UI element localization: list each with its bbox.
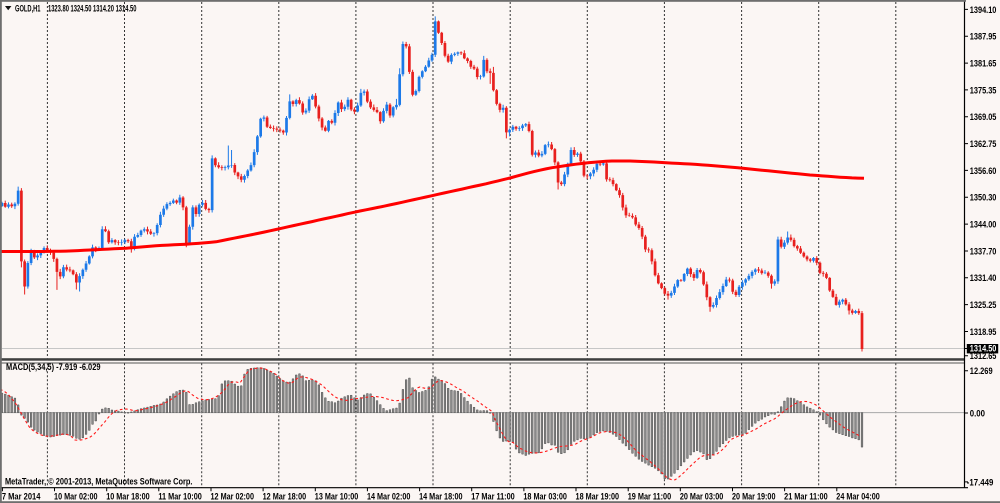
- svg-text:1331.40: 1331.40: [970, 273, 997, 283]
- svg-text:1312.65: 1312.65: [970, 351, 997, 361]
- svg-text:10 Mar 02:00: 10 Mar 02:00: [54, 491, 98, 501]
- svg-text:11 Mar 10:00: 11 Mar 10:00: [158, 491, 202, 501]
- svg-text:1350.30: 1350.30: [970, 193, 997, 203]
- svg-text:1325.25: 1325.25: [970, 300, 997, 310]
- svg-text:1323.80 1324.50 1314.20 1314.5: 1323.80 1324.50 1314.20 1314.50: [48, 4, 137, 14]
- svg-text:MetaTrader, © 2001-2013, MetaQ: MetaTrader, © 2001-2013, MetaQuotes Soft…: [5, 477, 193, 487]
- svg-text:12 Mar 18:00: 12 Mar 18:00: [263, 491, 307, 501]
- svg-text:1381.65: 1381.65: [970, 58, 997, 68]
- svg-text:1314.50: 1314.50: [970, 344, 997, 354]
- svg-text:1387.95: 1387.95: [970, 32, 997, 42]
- svg-text:18 Mar 03:00: 18 Mar 03:00: [523, 491, 567, 501]
- svg-text:21 Mar 11:00: 21 Mar 11:00: [784, 491, 828, 501]
- svg-text:MACD(5,34,5) -7.919 -6.029: MACD(5,34,5) -7.919 -6.029: [6, 362, 101, 372]
- svg-text:0.00: 0.00: [970, 408, 985, 418]
- svg-text:1356.60: 1356.60: [970, 166, 997, 176]
- svg-text:19 Mar 11:00: 19 Mar 11:00: [628, 491, 672, 501]
- svg-text:1344.00: 1344.00: [970, 220, 997, 230]
- svg-text:24 Mar 04:00: 24 Mar 04:00: [836, 491, 880, 501]
- svg-text:20 Mar 03:00: 20 Mar 03:00: [680, 491, 724, 501]
- svg-text:1369.05: 1369.05: [970, 112, 997, 122]
- svg-text:-17.449: -17.449: [967, 477, 994, 487]
- svg-text:GOLD,H1: GOLD,H1: [15, 4, 41, 14]
- svg-text:10 Mar 18:00: 10 Mar 18:00: [106, 491, 150, 501]
- svg-text:1318.95: 1318.95: [970, 327, 997, 337]
- svg-text:1394.10: 1394.10: [970, 5, 997, 15]
- svg-text:1337.70: 1337.70: [970, 246, 997, 256]
- svg-text:13 Mar 10:00: 13 Mar 10:00: [315, 491, 359, 501]
- svg-text:20 Mar 19:00: 20 Mar 19:00: [732, 491, 776, 501]
- svg-text:12.269: 12.269: [970, 366, 993, 376]
- svg-text:1375.35: 1375.35: [970, 85, 997, 95]
- svg-text:14 Mar 18:00: 14 Mar 18:00: [419, 491, 463, 501]
- svg-text:14 Mar 02:00: 14 Mar 02:00: [367, 491, 411, 501]
- svg-text:17 Mar 11:00: 17 Mar 11:00: [471, 491, 515, 501]
- svg-text:12 Mar 02:00: 12 Mar 02:00: [211, 491, 255, 501]
- svg-text:7 Mar 2014: 7 Mar 2014: [2, 491, 41, 501]
- svg-text:1362.75: 1362.75: [970, 139, 997, 149]
- svg-text:18 Mar 19:00: 18 Mar 19:00: [576, 491, 620, 501]
